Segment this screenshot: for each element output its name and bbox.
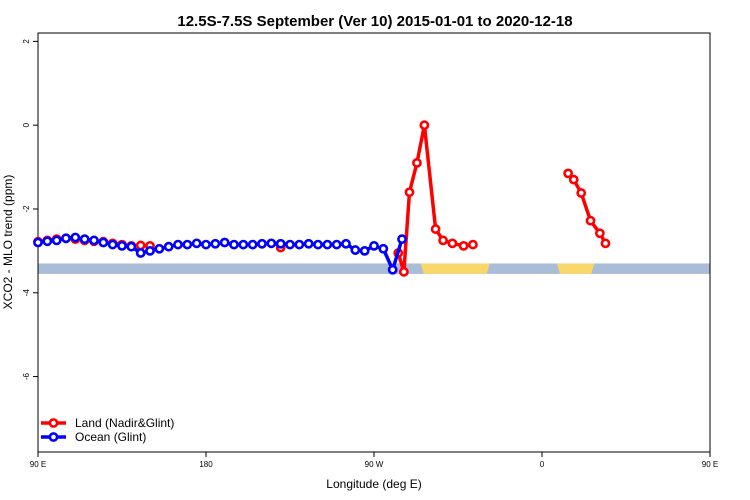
data-point (563, 168, 574, 179)
data-point (412, 157, 422, 168)
data-point (303, 238, 314, 249)
surface-band (38, 263, 710, 274)
legend-label: Land (Nadir&Glint) (75, 416, 174, 430)
data-point (438, 235, 448, 246)
legend-label: Ocean (Glint) (75, 430, 146, 444)
land-band (420, 263, 490, 274)
data-point (70, 232, 81, 243)
data-point (369, 240, 379, 251)
land-band (556, 263, 595, 274)
x-axis: 90 E 180 90 W 0 90 E (30, 452, 718, 469)
data-point (98, 237, 109, 248)
series-layer (33, 120, 611, 277)
data-point (331, 239, 342, 250)
data-point (135, 240, 146, 251)
data-point (404, 187, 415, 198)
data-point (163, 241, 174, 252)
data-point (458, 240, 469, 251)
data-point (79, 234, 90, 245)
data-point (468, 239, 478, 250)
data-point (201, 239, 211, 250)
data-point (182, 239, 193, 250)
data-point (398, 266, 409, 277)
data-point (359, 245, 370, 256)
y-tick-label: 2 (22, 39, 31, 44)
y-tick-label: 0 (22, 122, 31, 127)
y-axis-label: XCO2 - MLO trend (ppm) (1, 175, 15, 310)
data-point (285, 239, 295, 250)
data-point (313, 239, 323, 250)
data-point (247, 239, 258, 250)
x-tick-label: 90 E (702, 460, 718, 469)
y-tick-label: -4 (22, 289, 31, 297)
data-point (294, 239, 305, 250)
data-point (145, 245, 155, 256)
data-point (266, 238, 277, 249)
data-point (154, 243, 165, 254)
data-point (257, 238, 267, 249)
data-point (387, 264, 398, 275)
data-point (275, 238, 286, 249)
legend-marker (48, 418, 59, 428)
data-point (173, 239, 183, 250)
ocean-series (33, 232, 407, 275)
data-point (117, 240, 127, 251)
data-point (135, 248, 146, 258)
x-tick-label: 90 W (365, 460, 384, 469)
data-point (229, 239, 239, 250)
data-point (397, 234, 407, 245)
series-line (396, 123, 474, 274)
x-axis-label: Longitude (deg E) (326, 477, 421, 491)
data-point (430, 224, 441, 234)
data-point (322, 239, 333, 250)
data-point (378, 243, 389, 254)
data-point (51, 235, 62, 246)
data-point (600, 238, 611, 249)
data-point (350, 245, 361, 255)
data-point (42, 236, 53, 247)
data-point (33, 237, 43, 248)
data-point (576, 188, 587, 198)
data-point (238, 239, 249, 250)
data-point (126, 241, 137, 252)
data-point (447, 238, 458, 249)
y-axis: 2 0 -2 -4 -6 (22, 39, 38, 380)
x-tick-label: 0 (540, 460, 545, 469)
y-tick-label: -2 (22, 205, 31, 213)
data-point (419, 120, 430, 131)
data-point (89, 235, 99, 246)
data-point (61, 233, 71, 244)
data-point (568, 174, 579, 185)
data-point (341, 238, 351, 249)
chart-title: 12.5S-7.5S September (Ver 10) 2015-01-01… (177, 13, 572, 30)
data-point (594, 228, 605, 239)
legend: Land (Nadir&Glint)Ocean (Glint) (41, 416, 174, 444)
data-point (585, 215, 596, 226)
legend-marker (48, 432, 59, 442)
data-point (107, 239, 118, 250)
y-tick-label: -6 (22, 372, 31, 380)
data-point (210, 238, 221, 249)
ocean-band (38, 263, 710, 274)
data-point (191, 238, 202, 249)
x-tick-label: 180 (199, 460, 213, 469)
data-point (219, 237, 230, 248)
x-tick-label: 90 E (30, 460, 46, 469)
